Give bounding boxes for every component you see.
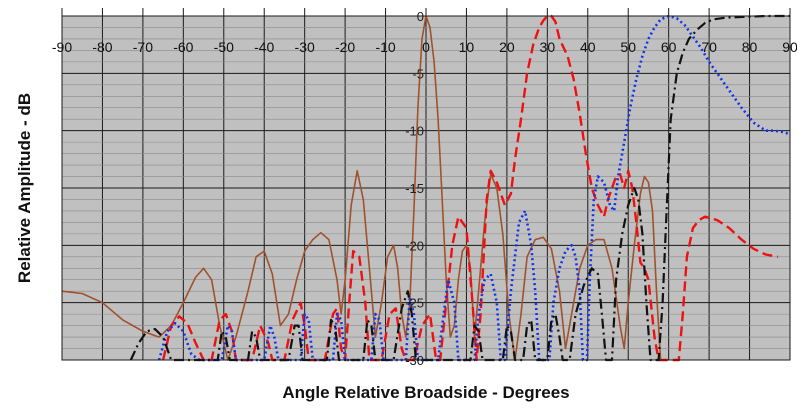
x-tick-label: -60 bbox=[173, 39, 193, 55]
x-tick-label: 0 bbox=[422, 39, 430, 55]
x-tick-label: -80 bbox=[92, 39, 112, 55]
x-tick-label: -10 bbox=[375, 39, 395, 55]
grid-lines bbox=[61, 8, 791, 360]
x-tick-label: 80 bbox=[742, 39, 758, 55]
y-axis-title: Relative Amplitude - dB bbox=[15, 93, 34, 283]
x-tick-label: 20 bbox=[499, 39, 515, 55]
x-tick-label: -20 bbox=[335, 39, 355, 55]
x-tick-label: 70 bbox=[701, 39, 717, 55]
y-tick-label: -20 bbox=[405, 238, 424, 253]
x-tick-label: 30 bbox=[540, 39, 556, 55]
x-tick-label: -70 bbox=[133, 39, 153, 55]
plot-border bbox=[61, 15, 791, 361]
x-tick-label: -30 bbox=[295, 39, 315, 55]
y-tick-label: -10 bbox=[405, 124, 424, 139]
x-tick-label: 40 bbox=[580, 39, 596, 55]
x-axis-title: Angle Relative Broadside - Degrees bbox=[282, 383, 569, 402]
x-tick-label: 50 bbox=[620, 39, 636, 55]
series-line-1 bbox=[61, 15, 662, 361]
y-tick-label: -5 bbox=[412, 66, 424, 81]
x-tick-label: -50 bbox=[214, 39, 234, 55]
y-tick-label: -15 bbox=[405, 181, 424, 196]
series-line-2 bbox=[161, 14, 779, 362]
x-tick-label: -40 bbox=[254, 39, 274, 55]
x-tick-label: 60 bbox=[661, 39, 677, 55]
y-tick-label: -25 bbox=[405, 296, 424, 311]
x-tick-label: 10 bbox=[459, 39, 475, 55]
